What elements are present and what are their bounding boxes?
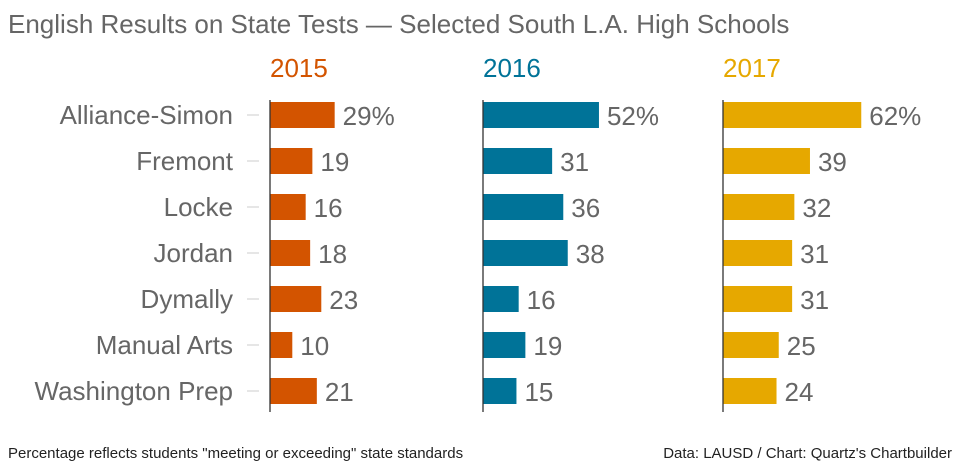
data-label: 36 <box>571 193 600 223</box>
data-label: 62% <box>869 101 921 131</box>
bar <box>270 194 306 220</box>
bar <box>483 240 568 266</box>
bar <box>483 378 517 404</box>
bar <box>270 148 313 174</box>
series-label: 2016 <box>483 53 541 83</box>
data-label: 29% <box>343 101 395 131</box>
bar <box>270 332 293 358</box>
data-label: 19 <box>533 331 562 361</box>
source-credit: Data: LAUSD / Chart: Quartz's Chartbuild… <box>663 445 952 462</box>
data-label: 38 <box>576 239 605 269</box>
data-label: 16 <box>527 285 556 315</box>
category-label: Dymally <box>141 284 233 314</box>
data-label: 31 <box>800 285 829 315</box>
bar <box>723 148 810 174</box>
data-label: 10 <box>300 331 329 361</box>
series-label: 2017 <box>723 53 781 83</box>
bar <box>723 332 779 358</box>
bar <box>270 378 317 404</box>
bar <box>723 194 795 220</box>
category-label: Locke <box>164 192 233 222</box>
data-label: 25 <box>787 331 816 361</box>
bar <box>723 378 777 404</box>
category-label: Jordan <box>154 238 234 268</box>
category-label: Manual Arts <box>96 330 233 360</box>
data-label: 18 <box>318 239 347 269</box>
data-label: 16 <box>314 193 343 223</box>
bar <box>723 240 793 266</box>
bar <box>483 286 519 312</box>
data-label: 15 <box>524 377 553 407</box>
data-label: 21 <box>325 377 354 407</box>
chart-title: English Results on State Tests — Selecte… <box>8 9 789 39</box>
data-label: 39 <box>818 147 847 177</box>
bar <box>483 194 564 220</box>
data-label: 31 <box>560 147 589 177</box>
footnote: Percentage reflects students "meeting or… <box>8 445 463 462</box>
data-label: 52% <box>607 101 659 131</box>
data-label: 24 <box>785 377 814 407</box>
bar <box>270 240 311 266</box>
bar <box>270 102 335 128</box>
bar <box>483 332 526 358</box>
bar <box>483 102 599 128</box>
data-label: 23 <box>329 285 358 315</box>
bar <box>723 102 862 128</box>
data-label: 19 <box>320 147 349 177</box>
data-label: 32 <box>802 193 831 223</box>
bar <box>270 286 322 312</box>
category-label: Washington Prep <box>35 376 233 406</box>
category-label: Fremont <box>136 146 234 176</box>
bar <box>723 286 793 312</box>
category-label: Alliance-Simon <box>60 100 233 130</box>
data-label: 31 <box>800 239 829 269</box>
bar <box>483 148 553 174</box>
series-label: 2015 <box>270 53 328 83</box>
